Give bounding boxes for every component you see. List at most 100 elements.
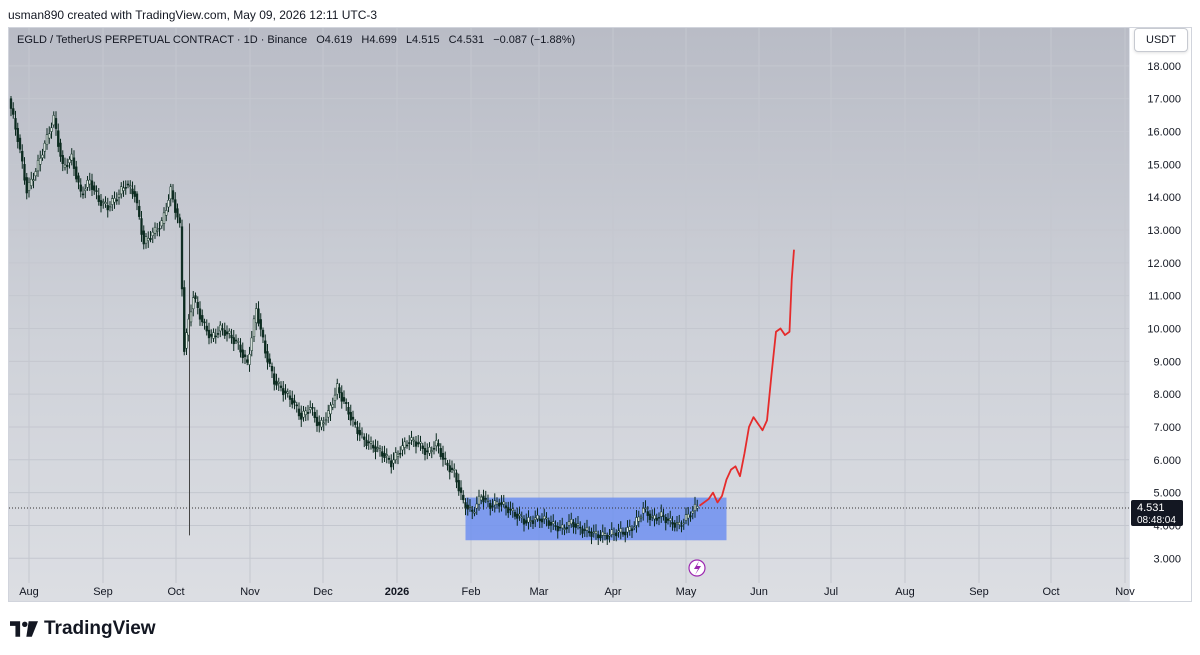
candle-body[interactable] <box>185 332 188 349</box>
candle-body[interactable] <box>216 333 220 335</box>
candle-body[interactable] <box>45 134 49 145</box>
candle-body[interactable] <box>21 150 24 162</box>
candle-body[interactable] <box>16 127 19 142</box>
candle-body[interactable] <box>219 324 222 332</box>
candle-body[interactable] <box>583 529 586 531</box>
candle-body[interactable] <box>324 419 328 422</box>
candle-body[interactable] <box>495 501 499 505</box>
candle-body[interactable] <box>455 472 458 483</box>
candle-body[interactable] <box>120 186 123 195</box>
candle-body[interactable] <box>540 518 544 523</box>
candle-body[interactable] <box>32 179 35 182</box>
candle-body[interactable] <box>635 517 638 526</box>
candle-body[interactable] <box>693 504 697 511</box>
candle-body[interactable] <box>603 533 607 536</box>
candle-body[interactable] <box>129 185 132 187</box>
candle-body[interactable] <box>23 164 26 181</box>
candle-body[interactable] <box>88 179 91 185</box>
candle-body[interactable] <box>392 459 395 464</box>
candle-body[interactable] <box>543 515 546 520</box>
candle-body[interactable] <box>412 439 415 442</box>
candle-body[interactable] <box>687 513 690 519</box>
candle-body[interactable] <box>675 522 679 525</box>
candle-body[interactable] <box>464 502 467 509</box>
candle-body[interactable] <box>552 521 555 525</box>
candle-body[interactable] <box>160 220 163 227</box>
candle-body[interactable] <box>174 199 177 213</box>
candle-body[interactable] <box>376 447 379 449</box>
chart-frame[interactable]: Aug Sep Oct Nov Dec 2026 Feb Mar Apr May Jun Jul Aug… <box>8 27 1192 602</box>
candle-body[interactable] <box>554 525 557 527</box>
candle-body[interactable] <box>419 441 422 444</box>
candle-body[interactable] <box>171 190 175 200</box>
candle-body[interactable] <box>662 515 665 517</box>
candle-body[interactable] <box>151 231 154 236</box>
candle-body[interactable] <box>196 301 199 308</box>
candle-body[interactable] <box>178 217 181 224</box>
candle-body[interactable] <box>446 462 449 466</box>
candle-body[interactable] <box>626 527 629 533</box>
last-price-tag[interactable] <box>1131 500 1183 527</box>
candle-body[interactable] <box>480 496 483 501</box>
candle-body[interactable] <box>387 457 391 460</box>
candle-body[interactable] <box>579 526 582 529</box>
candle-body[interactable] <box>36 160 40 172</box>
candle-body[interactable] <box>408 442 411 444</box>
candle-body[interactable] <box>417 442 420 445</box>
candle-body[interactable] <box>147 238 150 241</box>
candle-body[interactable] <box>453 468 456 471</box>
candle-body[interactable] <box>302 410 305 418</box>
candle-body[interactable] <box>475 503 478 509</box>
candle-body[interactable] <box>633 526 636 529</box>
candle-body[interactable] <box>549 521 553 526</box>
candle-body[interactable] <box>336 383 339 395</box>
candle-body[interactable] <box>405 444 409 447</box>
candle-body[interactable] <box>144 236 148 244</box>
projection-line[interactable] <box>698 249 795 507</box>
candle-body[interactable] <box>43 142 46 152</box>
candle-body[interactable] <box>183 287 186 352</box>
candle-body[interactable] <box>12 108 15 115</box>
candle-body[interactable] <box>180 226 184 290</box>
candle-body[interactable] <box>385 454 388 456</box>
candle-body[interactable] <box>365 439 368 446</box>
candle-body[interactable] <box>156 230 159 232</box>
candle-body[interactable] <box>122 187 125 191</box>
candle-body[interactable] <box>507 507 510 514</box>
candle-body[interactable] <box>493 500 496 506</box>
candle-body[interactable] <box>333 394 337 401</box>
candle-body[interactable] <box>50 127 53 132</box>
candle-body[interactable] <box>286 391 289 394</box>
candle-body[interactable] <box>410 437 413 441</box>
candle-body[interactable] <box>34 171 37 177</box>
candle-body[interactable] <box>628 526 631 531</box>
candle-body[interactable] <box>592 531 595 534</box>
candle-body[interactable] <box>77 175 80 183</box>
candle-body[interactable] <box>70 153 73 161</box>
candle-body[interactable] <box>284 390 287 394</box>
candle-body[interactable] <box>390 460 393 468</box>
candle-body[interactable] <box>313 411 316 419</box>
candle-body[interactable] <box>585 527 589 531</box>
candle-body[interactable] <box>86 180 89 188</box>
candle-body[interactable] <box>468 505 472 508</box>
candle-body[interactable] <box>349 411 352 421</box>
candle-body[interactable] <box>203 321 206 324</box>
candle-body[interactable] <box>610 529 613 535</box>
candle-body[interactable] <box>331 404 334 408</box>
candle-body[interactable] <box>660 511 663 517</box>
candle-body[interactable] <box>363 436 366 440</box>
candle-body[interactable] <box>61 155 64 164</box>
candle-body[interactable] <box>126 183 130 186</box>
candle-body[interactable] <box>342 397 346 402</box>
candle-body[interactable] <box>655 517 658 521</box>
candle-body[interactable] <box>176 208 179 218</box>
candle-body[interactable] <box>194 295 197 299</box>
candle-body[interactable] <box>221 328 224 330</box>
candle-body[interactable] <box>689 515 692 518</box>
candle-body[interactable] <box>511 508 514 511</box>
candle-body[interactable] <box>234 339 238 342</box>
candle-body[interactable] <box>423 448 427 455</box>
candle-body[interactable] <box>484 498 487 500</box>
candle-body[interactable] <box>671 521 674 525</box>
